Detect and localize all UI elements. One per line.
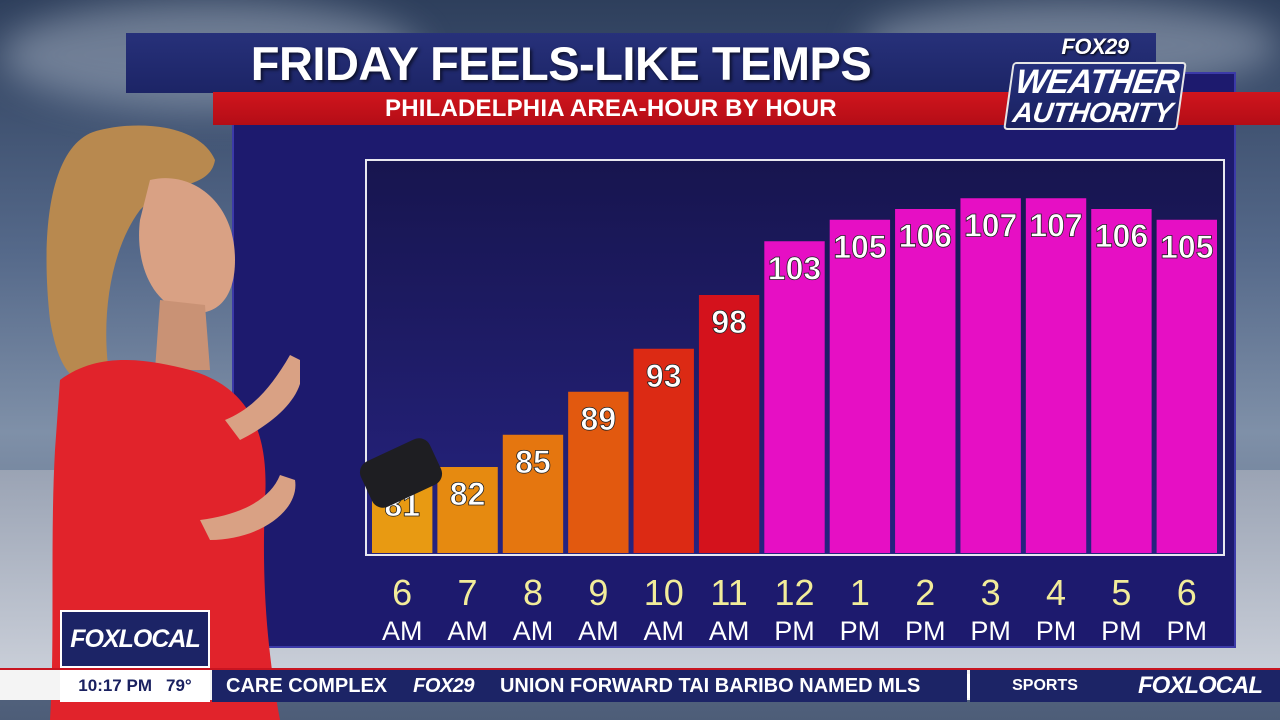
x-tick-hour: 2: [915, 572, 935, 613]
ticker-headline-prefix: CARE COMPLEX: [226, 674, 388, 697]
ticker-logo: FOXLOCAL: [1120, 670, 1280, 702]
bar-value-label: 89: [581, 401, 617, 437]
foxlocal-badge: FOXLOCAL: [60, 610, 210, 668]
x-labels-group: 6AM7AM8AM9AM10AM11AM12PM1PM2PM3PM4PM5PM6…: [382, 572, 1207, 646]
bar-value-label: 105: [1160, 229, 1213, 265]
bar-8-am: [502, 434, 564, 553]
bar-value-label: 106: [899, 218, 952, 254]
presenter-neck: [155, 300, 210, 370]
x-tick-hour: 3: [981, 572, 1001, 613]
bar-value-label: 107: [964, 207, 1017, 243]
logo-station: FOX29: [1061, 34, 1129, 59]
bar-1-pm: [829, 219, 891, 553]
logo-line1: WEATHER: [1013, 63, 1181, 101]
bar-value-label: 82: [450, 476, 486, 512]
x-tick-period: PM: [774, 616, 815, 646]
x-tick-hour: 8: [523, 572, 543, 613]
weather-authority-logo: FOX29 WEATHER AUTHORITY: [1003, 34, 1187, 130]
bar-9-am: [568, 391, 629, 553]
chart-panel: 81 82 85 89 93 98 103 105 106 107 107 106 105 6 AM 7 AM…: [232, 72, 1236, 648]
ticker-section: SPORTS: [970, 670, 1120, 702]
x-tick-hour: 6: [392, 572, 412, 613]
logo-line2: AUTHORITY: [1011, 97, 1175, 128]
bar-value-label: 107: [1029, 207, 1082, 243]
bar-12-pm: [764, 241, 825, 553]
x-tick-period: AM: [643, 616, 684, 646]
presenter-hair: [46, 125, 216, 384]
bar-2-pm: [895, 209, 956, 553]
x-tick-hour: 4: [1046, 572, 1066, 613]
presenter-arm: [225, 355, 300, 440]
x-tick-hour: 10: [644, 572, 684, 613]
bar-6-pm: [1156, 219, 1217, 553]
x-tick-hour: 7: [458, 572, 478, 613]
bar-value-label: 93: [646, 358, 682, 394]
bar-4-pm: [1025, 198, 1087, 553]
bar-value-label: 105: [833, 229, 886, 265]
x-tick-period: AM: [513, 616, 554, 646]
bars-group: [372, 198, 1217, 553]
bar-11-am: [698, 295, 760, 553]
x-tick-period: AM: [382, 616, 423, 646]
ticker-headline: UNION FORWARD TAI BARIBO NAMED MLS: [499, 674, 921, 697]
bar-value-label: 85: [515, 444, 551, 480]
presenter-face: [139, 178, 235, 313]
x-tick-period: PM: [905, 616, 946, 646]
ticker-crawl: CARE COMPLEX FOX29 UNION FORWARD TAI BAR…: [212, 670, 967, 702]
bar-value-label: 103: [768, 250, 821, 286]
x-tick-period: AM: [578, 616, 619, 646]
bar-value-label: 98: [711, 304, 747, 340]
x-tick-hour: 12: [774, 572, 814, 613]
news-ticker: 10:17 PM 79° CARE COMPLEX FOX29 UNION FO…: [0, 668, 1280, 702]
bar-value-label: 106: [1095, 218, 1148, 254]
ticker-divider: [967, 674, 970, 698]
x-tick-period: PM: [1101, 616, 1142, 646]
x-tick-period: AM: [709, 616, 750, 646]
x-tick-hour: 1: [850, 572, 870, 613]
x-tick-period: PM: [840, 616, 881, 646]
ticker-brand: FOX29: [413, 674, 474, 697]
bar-3-pm: [960, 198, 1021, 553]
bar-10-am: [633, 348, 694, 553]
x-tick-hour: 11: [710, 572, 747, 613]
ticker-time: 10:17 PM: [78, 676, 152, 695]
x-tick-period: PM: [1167, 616, 1208, 646]
bar-5-pm: [1091, 209, 1152, 553]
page-subtitle: PHILADELPHIA AREA-HOUR BY HOUR: [385, 94, 837, 122]
x-tick-period: AM: [447, 616, 488, 646]
x-tick-period: PM: [1036, 616, 1077, 646]
ticker-clock: 10:17 PM 79°: [60, 670, 210, 702]
logo-badge: WEATHER AUTHORITY: [1003, 62, 1187, 130]
x-tick-hour: 5: [1111, 572, 1131, 613]
presenter-forearm: [200, 475, 296, 540]
foxlocal-badge-label: FOXLOCAL: [70, 624, 200, 653]
page-title: FRIDAY FEELS-LIKE TEMPS: [250, 36, 872, 90]
x-tick-period: PM: [970, 616, 1011, 646]
x-tick-hour: 6: [1177, 572, 1197, 613]
bar-7-am: [437, 467, 498, 553]
ticker-temp: 79°: [165, 676, 192, 695]
x-tick-hour: 9: [588, 572, 608, 613]
title-bar: FRIDAY FEELS-LIKE TEMPS: [126, 33, 1156, 93]
